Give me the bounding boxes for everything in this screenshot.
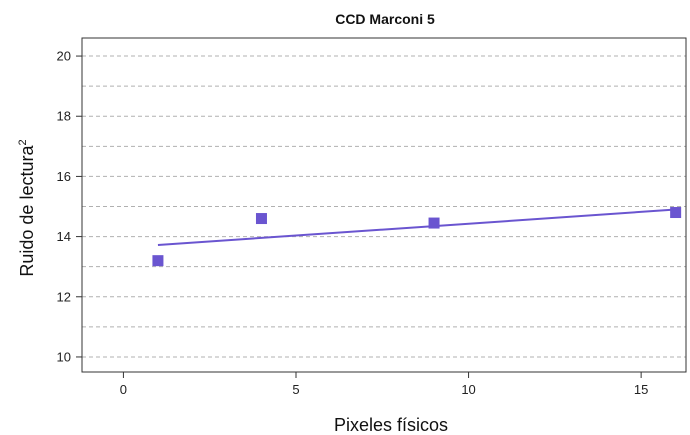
y-tick-label: 16 bbox=[57, 169, 71, 184]
x-tick-label: 15 bbox=[634, 382, 648, 397]
x-tick-label: 10 bbox=[461, 382, 475, 397]
x-tick-label: 5 bbox=[292, 382, 299, 397]
data-point bbox=[152, 255, 164, 267]
y-tick-label: 14 bbox=[57, 229, 71, 244]
y-axis-title-superscript: 2 bbox=[17, 139, 29, 145]
x-tick-label: 0 bbox=[120, 382, 127, 397]
data-points bbox=[152, 207, 682, 267]
x-axis-title: Pixeles físicos bbox=[334, 415, 448, 435]
y-tick-label: 10 bbox=[57, 349, 71, 364]
fit-line-group bbox=[157, 208, 676, 247]
data-point bbox=[255, 213, 267, 225]
plot-frame bbox=[81, 37, 687, 373]
fit-line bbox=[157, 208, 676, 247]
data-point bbox=[670, 207, 682, 219]
grid bbox=[82, 55, 686, 358]
y-tick-label: 18 bbox=[57, 109, 71, 124]
y-tick-label: 20 bbox=[57, 49, 71, 64]
chart-title: CCD Marconi 5 bbox=[335, 11, 435, 27]
y-axis-title-text: Ruido de lectura bbox=[17, 145, 37, 277]
x-axis: 0 5 10 15 bbox=[120, 372, 648, 397]
y-tick-label: 12 bbox=[57, 289, 71, 304]
y-axis: 10 12 14 16 18 20 bbox=[57, 49, 82, 364]
data-point bbox=[428, 217, 440, 229]
y-axis-title: Ruido de lectura2 bbox=[17, 139, 37, 276]
